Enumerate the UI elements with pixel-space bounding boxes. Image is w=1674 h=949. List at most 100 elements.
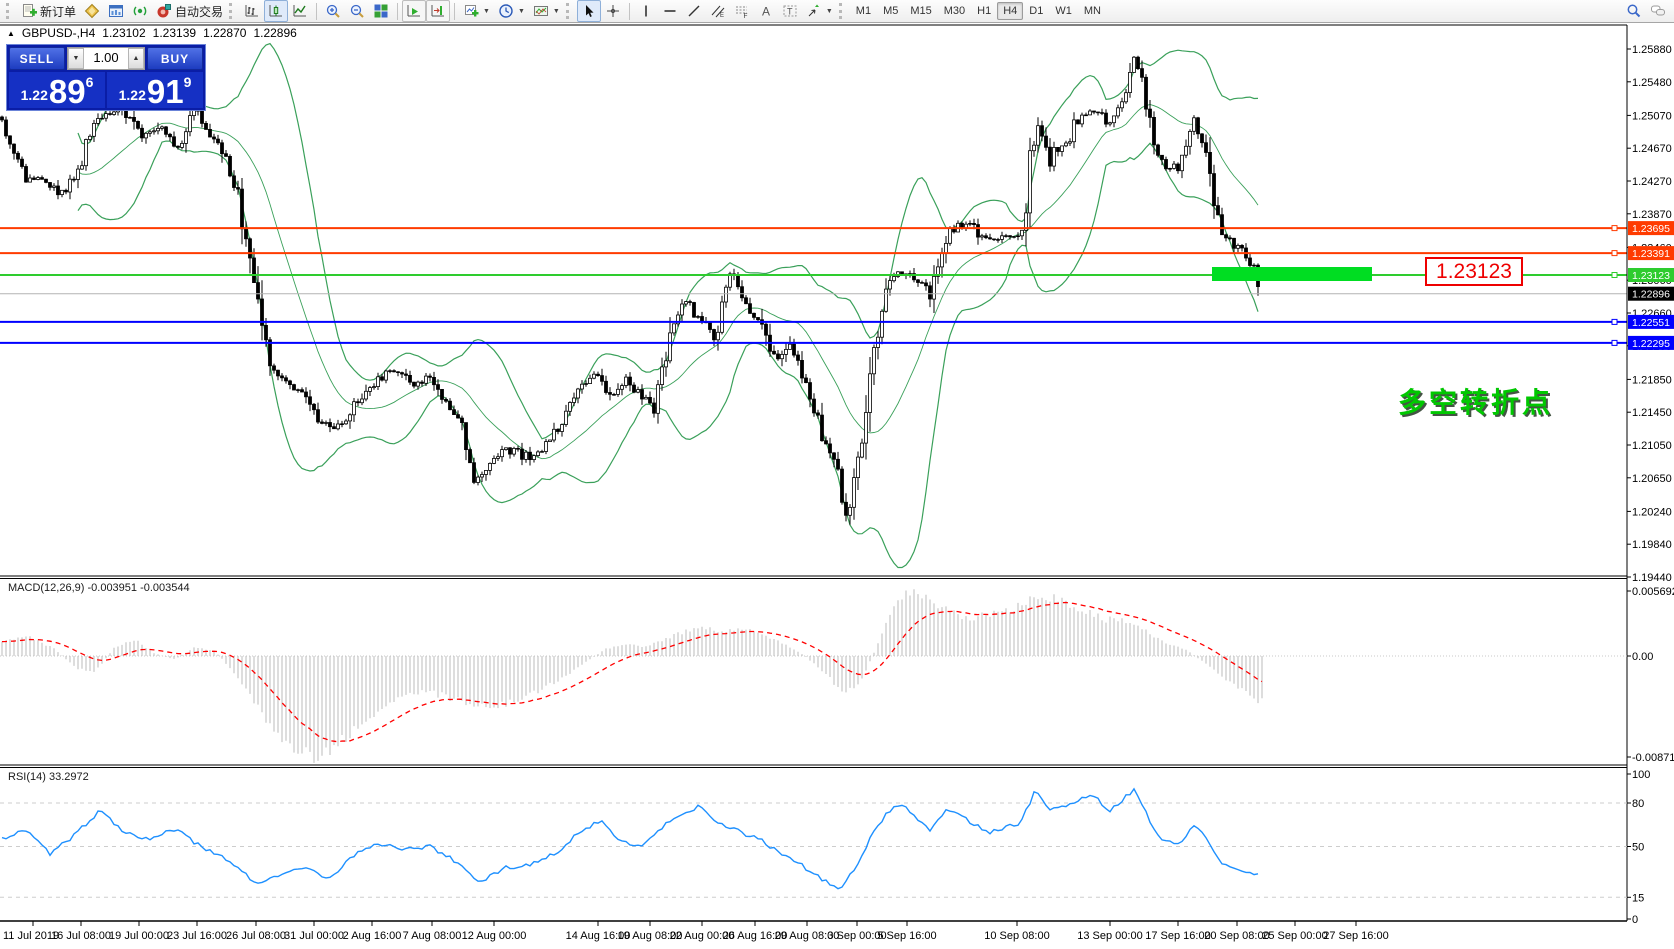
text-a-icon: A xyxy=(758,3,774,19)
text-button[interactable]: A xyxy=(754,0,778,22)
toolbar-button-label: 新订单 xyxy=(40,4,77,19)
sell-button[interactable]: SELL xyxy=(9,47,65,70)
timeframe-button-m1[interactable]: M1 xyxy=(855,5,872,17)
vertical-line-button[interactable] xyxy=(634,0,658,22)
trendline-button[interactable] xyxy=(682,0,706,22)
buy-button[interactable]: BUY xyxy=(147,47,203,70)
svg-text:1.19840: 1.19840 xyxy=(1632,539,1672,551)
timeframe-button-h1[interactable]: H1 xyxy=(977,5,992,17)
templates-button[interactable]: ▼ xyxy=(529,0,564,22)
fibonacci-button[interactable]: F xyxy=(730,0,754,22)
timeframe-button-m30[interactable]: M30 xyxy=(943,5,966,17)
timeframe-button-h4[interactable]: H4 xyxy=(997,2,1024,20)
line-chart-button[interactable] xyxy=(288,0,312,22)
svg-text:T: T xyxy=(787,7,793,17)
horizontal-level-line[interactable] xyxy=(0,339,1627,346)
sell-price-display[interactable]: 1.22 89 6 xyxy=(9,72,105,108)
text-label-button[interactable]: T xyxy=(778,0,802,22)
horizontal-level-line[interactable] xyxy=(0,272,1627,278)
horizontal-line-button[interactable] xyxy=(658,0,682,22)
symbol-title: GBPUSD-,H4 xyxy=(21,26,96,40)
zoom-out-button[interactable] xyxy=(345,0,369,22)
svg-text:27 Sep 16:00: 27 Sep 16:00 xyxy=(1323,930,1388,942)
ohlc-close: 1.22896 xyxy=(253,26,297,40)
timeframe-button-w1[interactable]: W1 xyxy=(1055,5,1072,17)
price-axis[interactable]: 1.25880 1.25480 1.25070 1.24670 1.24270 … xyxy=(1627,44,1674,926)
macd-indicator-label: MACD(12,26,9) -0.003951 -0.003544 xyxy=(8,582,190,594)
timeframe-button-mn[interactable]: MN xyxy=(1083,5,1101,17)
new-chart-button[interactable]: ▼ xyxy=(459,0,494,22)
new-order-button[interactable]: 新订单 xyxy=(17,0,80,22)
volume-stepper: ▼ 1.00 ▲ xyxy=(67,47,145,70)
toolbar-grip[interactable] xyxy=(838,3,845,19)
timeframe-button-m5[interactable]: M5 xyxy=(883,5,899,17)
search-icon xyxy=(1626,3,1642,19)
svg-text:16 Jul 08:00: 16 Jul 08:00 xyxy=(51,930,111,942)
macd-pane[interactable] xyxy=(0,589,1627,763)
svg-text:1.21050: 1.21050 xyxy=(1632,440,1672,452)
candlestick-chart-button[interactable] xyxy=(264,0,289,22)
toolbar-grip[interactable] xyxy=(6,3,12,19)
zoom-in-button[interactable] xyxy=(321,0,345,22)
svg-text:1.23391: 1.23391 xyxy=(1632,248,1670,260)
svg-text:13 Sep 00:00: 13 Sep 00:00 xyxy=(1077,930,1142,942)
highlight-zone[interactable] xyxy=(1212,267,1372,281)
volume-increase-button[interactable]: ▲ xyxy=(128,48,144,69)
chart-shift-button[interactable] xyxy=(426,0,451,22)
toolbar-grip[interactable] xyxy=(565,3,572,19)
buy-price-display[interactable]: 1.22 91 9 xyxy=(107,72,203,108)
equidistant-channel-button[interactable]: E xyxy=(706,0,730,22)
horizontal-level-line[interactable] xyxy=(0,318,1627,325)
data-window-button[interactable] xyxy=(104,0,128,22)
svg-text:25 Sep 00:00: 25 Sep 00:00 xyxy=(1262,930,1327,942)
bollinger-bands[interactable] xyxy=(77,42,1259,569)
volume-value[interactable]: 1.00 xyxy=(93,50,119,65)
main-toolbar: 新订单 自动交易 ▼ ▼ ▼ E F A T ▼ M1 M5 M15 M30 H1 H4 D1 W1 MN xyxy=(0,0,1674,23)
symbol-ohlc-header: ▲ GBPUSD-,H4 1.23102 1.23139 1.22870 1.2… xyxy=(7,26,297,40)
new-chart-icon xyxy=(463,3,479,19)
price-level-callout[interactable]: 1.23123 xyxy=(1425,257,1523,286)
toolbar-separator xyxy=(454,2,456,20)
time-axis[interactable]: 11 Jul 2019 16 Jul 08:00 19 Jul 00:00 23… xyxy=(3,921,1389,942)
arrows-button[interactable]: ▼ xyxy=(802,0,837,22)
svg-text:1.20240: 1.20240 xyxy=(1632,506,1672,518)
price-chart-canvas[interactable]: 1.25880 1.25480 1.25070 1.24670 1.24270 … xyxy=(0,23,1674,948)
chevron-down-icon[interactable]: ▼ xyxy=(483,7,490,15)
periods-button[interactable]: ▼ xyxy=(494,0,529,22)
pivot-annotation-text[interactable]: 多空转折点 xyxy=(1398,387,1554,418)
chevron-down-icon[interactable]: ▼ xyxy=(825,7,833,15)
chevron-down-icon[interactable]: ▼ xyxy=(517,7,525,15)
svg-text:20 Sep 08:00: 20 Sep 08:00 xyxy=(1204,930,1269,942)
chat-button[interactable] xyxy=(1646,0,1670,22)
crosshair-button[interactable] xyxy=(601,0,625,22)
volume-decrease-button[interactable]: ▼ xyxy=(68,48,84,69)
svg-text:1.21850: 1.21850 xyxy=(1632,374,1672,386)
toolbar-grip[interactable] xyxy=(229,3,235,19)
horizontal-level-line[interactable] xyxy=(0,250,1627,257)
horizontal-level-line[interactable] xyxy=(0,225,1627,232)
chart-window[interactable]: 1.25880 1.25480 1.25070 1.24670 1.24270 … xyxy=(0,23,1674,948)
svg-text:0.00: 0.00 xyxy=(1632,651,1653,663)
search-button[interactable] xyxy=(1622,0,1646,22)
text-label-icon: T xyxy=(782,3,798,19)
chevron-down-icon[interactable]: ▼ xyxy=(552,7,560,15)
timeframe-button-m15[interactable]: M15 xyxy=(910,5,932,17)
svg-text:7 Aug 08:00: 7 Aug 08:00 xyxy=(403,930,462,942)
timeframe-button-d1[interactable]: D1 xyxy=(1029,5,1044,17)
auto-trading-button[interactable]: 自动交易 xyxy=(152,0,227,22)
chat-icon xyxy=(1650,3,1666,19)
rsi-pane[interactable] xyxy=(0,787,1627,898)
tile-windows-button[interactable] xyxy=(369,0,393,22)
svg-text:26 Jul 08:00: 26 Jul 08:00 xyxy=(226,930,286,942)
cursor-button[interactable] xyxy=(576,0,601,22)
svg-text:31 Jul 00:00: 31 Jul 00:00 xyxy=(284,930,344,942)
templates-icon xyxy=(533,3,549,19)
collapse-triangle-icon[interactable]: ▲ xyxy=(7,28,15,38)
market-watch-button[interactable] xyxy=(80,0,104,22)
fibonacci-icon: F xyxy=(734,3,750,19)
auto-scroll-button[interactable] xyxy=(402,0,427,22)
svg-text:19 Jul 00:00: 19 Jul 00:00 xyxy=(109,930,169,942)
chart-shift-icon xyxy=(430,3,446,19)
signals-button[interactable] xyxy=(128,0,152,22)
bar-chart-button[interactable] xyxy=(240,0,264,22)
